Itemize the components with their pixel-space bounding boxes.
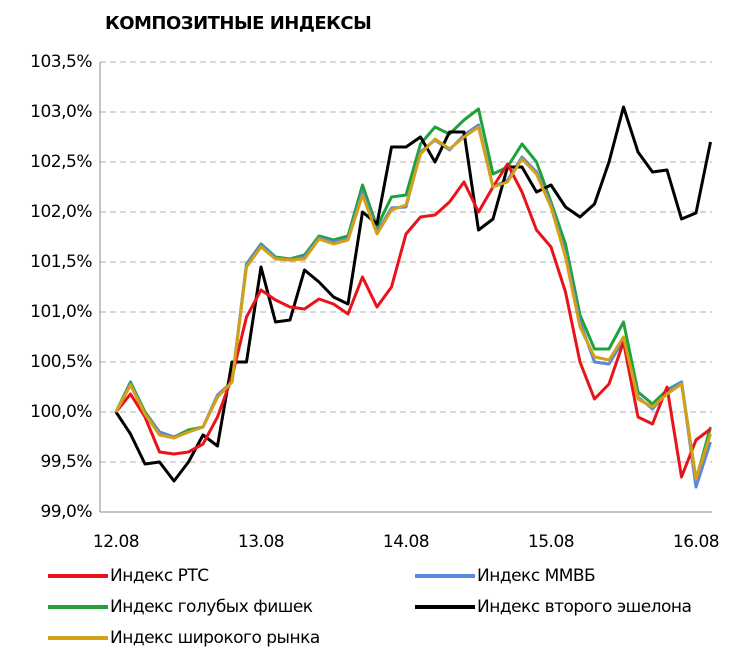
legend-label: Индекс ММВБ: [477, 566, 595, 586]
legend-label: Индекс РТС: [110, 566, 209, 586]
x-tick-label: 16.08: [673, 532, 719, 552]
legend-label: Индекс голубых фишек: [110, 597, 313, 617]
y-tick-label: 103,0%: [30, 102, 92, 122]
x-tick-label: 14.08: [383, 532, 429, 552]
y-tick-label: 99,0%: [40, 502, 92, 522]
y-tick-label: 99,5%: [40, 452, 92, 472]
y-tick-label: 100,0%: [30, 402, 92, 422]
legend-label: Индекс второго эшелона: [477, 597, 691, 617]
series-line: [114, 105, 712, 483]
x-tick-label: 15.08: [528, 532, 574, 552]
y-tick-label: 102,0%: [30, 202, 92, 222]
y-tick-label: 103,5%: [30, 52, 92, 72]
x-tick-label: 12.08: [93, 532, 139, 552]
legend-label: Индекс широкого рынка: [110, 628, 320, 648]
x-tick-label: 13.08: [238, 532, 284, 552]
chart-title: КОМПОЗИТНЫЕ ИНДЕКСЫ: [105, 13, 371, 34]
y-tick-label: 101,5%: [30, 252, 92, 272]
y-tick-label: 100,5%: [30, 352, 92, 372]
series-line: [114, 162, 712, 479]
series-line: [114, 125, 712, 481]
y-tick-label: 101,0%: [30, 302, 92, 322]
y-tick-label: 102,5%: [30, 152, 92, 172]
